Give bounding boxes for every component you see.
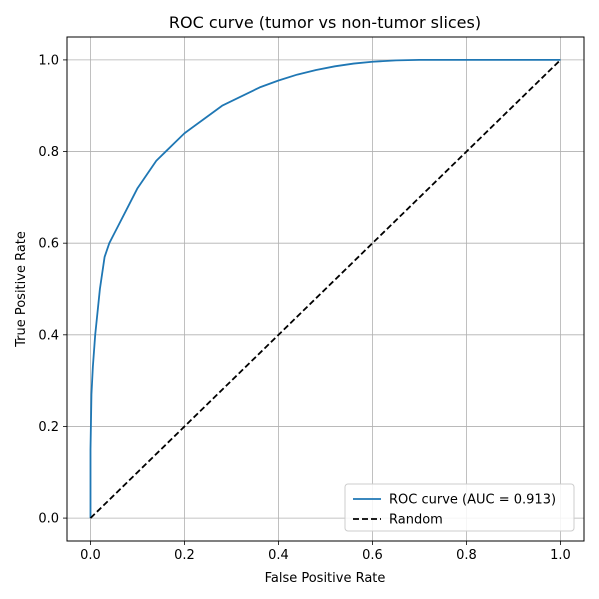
- legend-label: Random: [389, 513, 443, 528]
- axis-ticks: 0.0 0.2 0.4 0.6 0.8 1.0 0.0 0.2 0.4 0.6 0.8 1.0: [38, 53, 571, 563]
- x-axis-label: False Positive Rate: [265, 571, 386, 586]
- x-tick-label: 0.8: [456, 548, 477, 563]
- y-tick-label: 1.0: [38, 53, 59, 68]
- plot-frame: [66, 36, 585, 542]
- roc-curve-line: [89, 59, 561, 519]
- series-group: [89, 59, 562, 519]
- x-tick-label: 0.0: [80, 548, 101, 563]
- x-tick-label: 0.2: [174, 548, 195, 563]
- x-tick-label: 0.6: [362, 548, 383, 563]
- y-tick-label: 0.4: [38, 328, 59, 343]
- random-baseline-line: [89, 59, 562, 519]
- y-tick-label: 0.0: [38, 512, 59, 527]
- y-tick-label: 0.8: [38, 145, 59, 160]
- y-tick-label: 0.6: [38, 237, 59, 252]
- legend-box: [344, 483, 575, 532]
- x-tick-label: 0.4: [268, 548, 289, 563]
- grid: [67, 37, 584, 541]
- y-axis-label: True Positive Rate: [14, 231, 29, 348]
- y-tick-label: 0.2: [38, 420, 59, 435]
- x-tick-label: 1.0: [550, 548, 571, 563]
- legend-label: ROC curve (AUC = 0.913): [389, 493, 556, 508]
- legend: ROC curve (AUC = 0.913) Random: [344, 483, 575, 532]
- chart-title: ROC curve (tumor vs non-tumor slices): [169, 13, 481, 32]
